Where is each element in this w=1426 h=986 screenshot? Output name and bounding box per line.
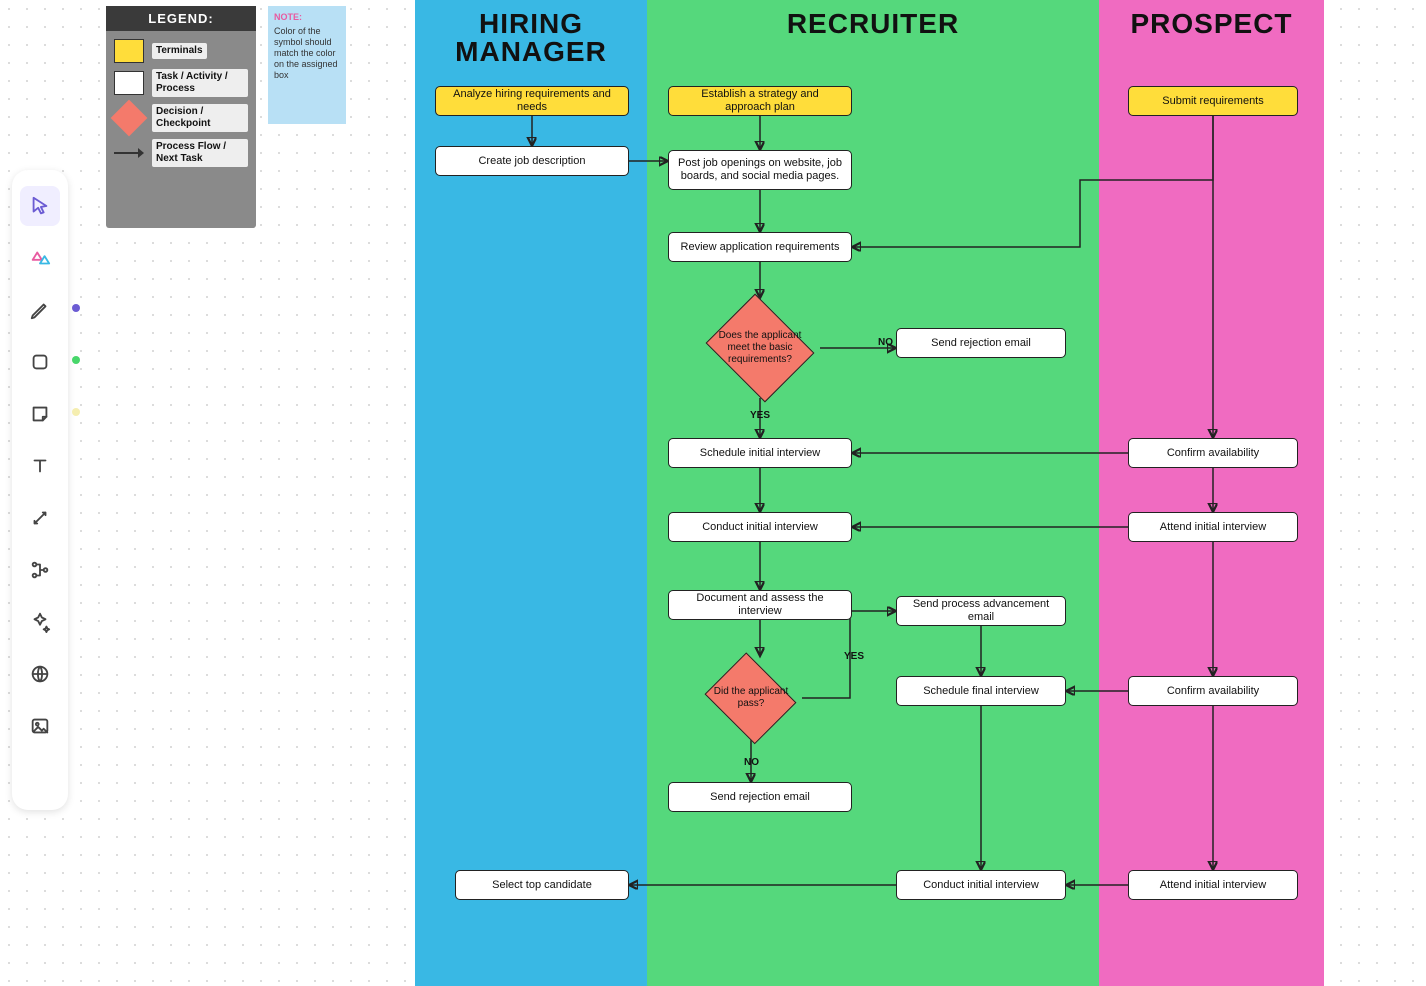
process-node[interactable]: Attend initial interview <box>1128 512 1298 542</box>
legend-row: Decision / Checkpoint <box>114 103 248 133</box>
legend-row: Task / Activity / Process <box>114 69 248 97</box>
shapes-tool[interactable] <box>20 238 60 278</box>
process-node[interactable]: Confirm availability <box>1128 438 1298 468</box>
legend-label: Process Flow / Next Task <box>152 139 248 167</box>
process-node[interactable]: Document and assess the interview <box>668 590 852 620</box>
edge-label: NO <box>878 337 893 348</box>
process-node[interactable]: Schedule initial interview <box>668 438 852 468</box>
terminal-node[interactable]: Analyze hiring requirements and needs <box>435 86 629 116</box>
process-node[interactable]: Schedule final interview <box>896 676 1066 706</box>
legend-swatch <box>114 39 144 63</box>
process-node[interactable]: Send rejection email <box>896 328 1066 358</box>
edge-label: YES <box>750 410 770 421</box>
process-node[interactable]: Post job openings on website, job boards… <box>668 150 852 190</box>
swimlane-recruiter: RECRUITER <box>647 0 1099 986</box>
process-node[interactable]: Create job description <box>435 146 629 176</box>
terminal-node[interactable]: Submit requirements <box>1128 86 1298 116</box>
legend-row: Terminals <box>114 39 248 63</box>
swimlane-header-prospect: PROSPECT <box>1099 0 1324 38</box>
ai-tool[interactable] <box>20 602 60 642</box>
rectangle-tool[interactable] <box>20 342 60 382</box>
sticky-note-tool[interactable] <box>20 394 60 434</box>
tool-color-dot <box>72 304 80 312</box>
pointer-tool[interactable] <box>20 186 60 226</box>
decision-node[interactable]: Does the applicant meet the basic requir… <box>700 298 820 398</box>
swimlane-prospect: PROSPECT <box>1099 0 1324 986</box>
process-node[interactable]: Send rejection email <box>668 782 852 812</box>
process-node[interactable]: Review application requirements <box>668 232 852 262</box>
pen-tool[interactable] <box>20 290 60 330</box>
decision-node[interactable]: Did the applicant pass? <box>700 656 802 740</box>
legend-swatch <box>114 71 144 95</box>
note-title: NOTE: <box>274 12 340 23</box>
tool-color-dot <box>72 356 80 364</box>
text-tool[interactable] <box>20 446 60 486</box>
process-node[interactable]: Conduct initial interview <box>668 512 852 542</box>
swimlane-header-recruiter: RECRUITER <box>647 0 1099 38</box>
note-body: Color of the symbol should match the col… <box>274 26 340 81</box>
process-node[interactable]: Select top candidate <box>455 870 629 900</box>
legend-panel: LEGEND: Terminals Task / Activity / Proce… <box>106 6 256 228</box>
canvas[interactable]: HIRING MANAGERRECRUITERPROSPECT LEGEND: … <box>0 0 1426 986</box>
legend-label: Task / Activity / Process <box>152 69 248 97</box>
terminal-node[interactable]: Establish a strategy and approach plan <box>668 86 852 116</box>
node-text: Does the applicant meet the basic requir… <box>712 330 808 366</box>
image-tool[interactable] <box>20 706 60 746</box>
edge-label: NO <box>744 757 759 768</box>
process-node[interactable]: Send process advancement email <box>896 596 1066 626</box>
legend-swatch <box>111 100 148 137</box>
process-node[interactable]: Conduct initial interview <box>896 870 1066 900</box>
tool-color-dot <box>72 408 80 416</box>
swimlane-header-hiring: HIRING MANAGER <box>415 0 647 66</box>
legend-label: Terminals <box>152 43 207 59</box>
legend-row: Process Flow / Next Task <box>114 139 248 167</box>
legend-swatch <box>114 147 144 159</box>
mindmap-tool[interactable] <box>20 550 60 590</box>
process-node[interactable]: Attend initial interview <box>1128 870 1298 900</box>
process-node[interactable]: Confirm availability <box>1128 676 1298 706</box>
note-sticky[interactable]: NOTE: Color of the symbol should match t… <box>268 6 346 124</box>
legend-title: LEGEND: <box>106 6 256 31</box>
web-tool[interactable] <box>20 654 60 694</box>
connector-tool[interactable] <box>20 498 60 538</box>
legend-label: Decision / Checkpoint <box>152 104 248 132</box>
toolbar <box>12 170 68 810</box>
edge-label: YES <box>844 651 864 662</box>
node-text: Did the applicant pass? <box>710 686 792 710</box>
